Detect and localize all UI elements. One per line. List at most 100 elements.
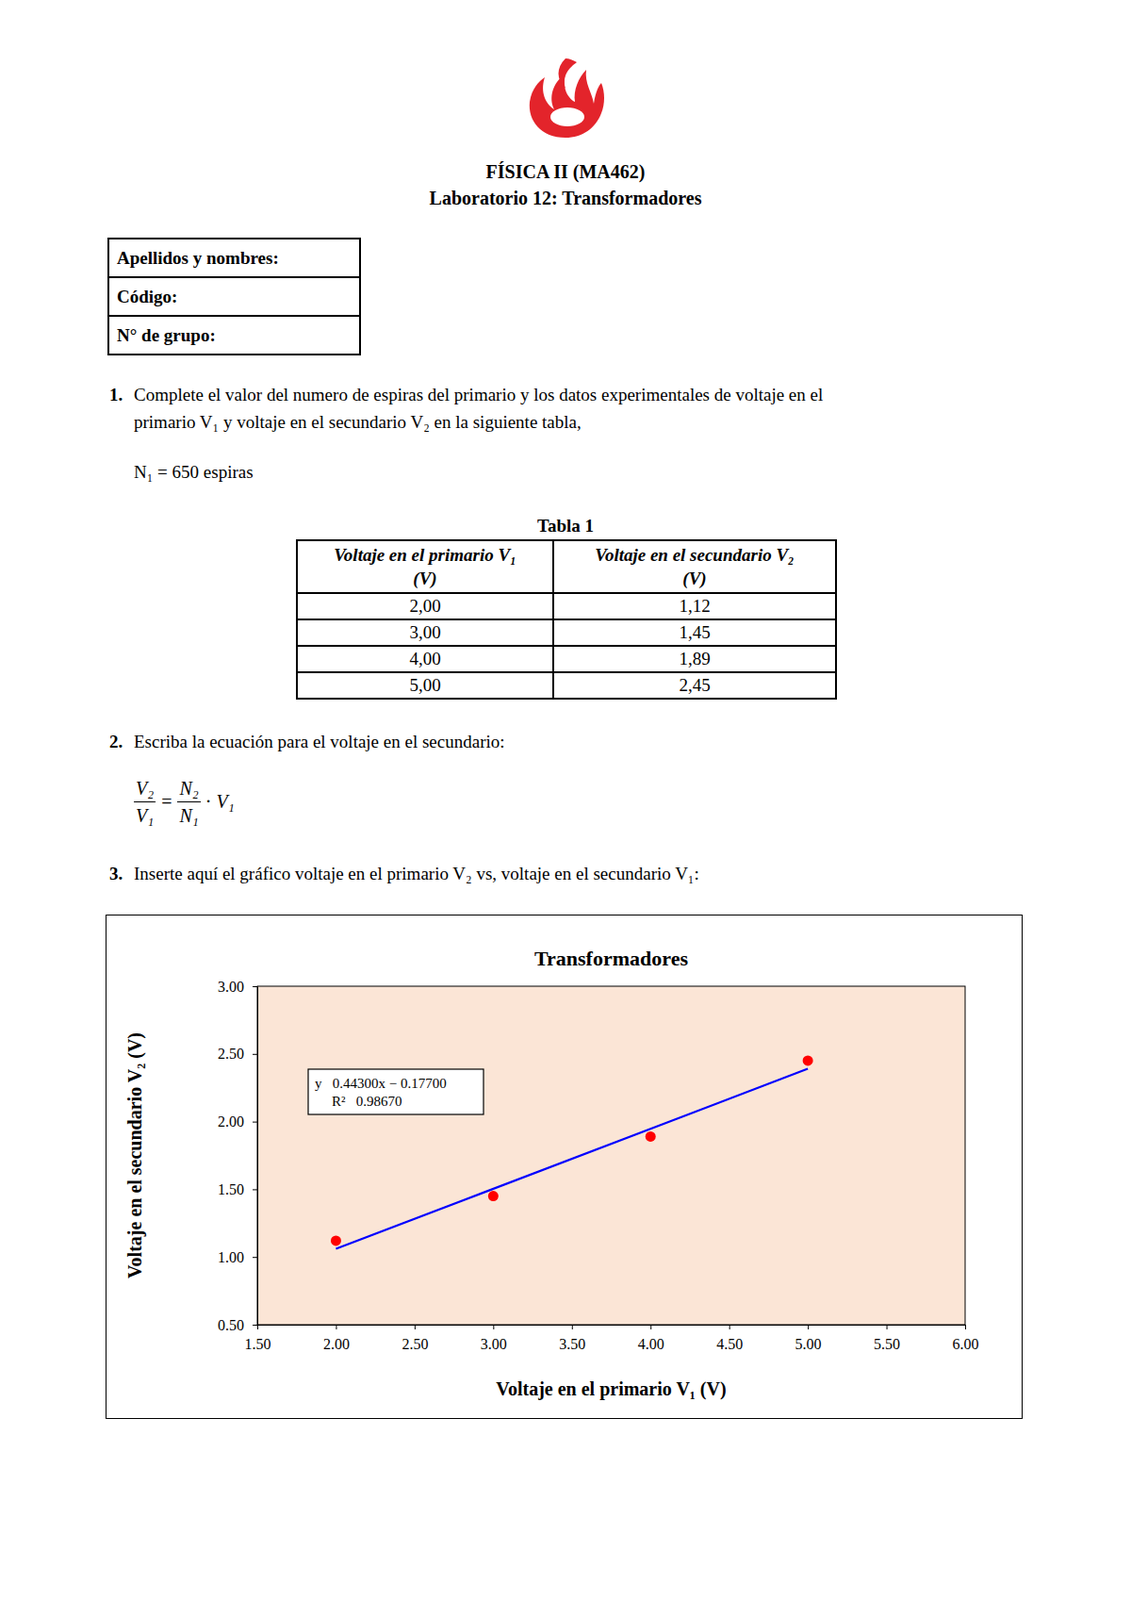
y-axis-title: Voltaje en el secundario V₂ (V) [124, 1032, 147, 1279]
x-tick-mark [650, 1324, 652, 1329]
x-tick-label: 2.50 [401, 1335, 428, 1352]
equation-factor: V₁ [215, 790, 234, 813]
y-tick: 0.50 [217, 1316, 258, 1333]
x-tick-label: 3.00 [480, 1335, 508, 1352]
table-cell-text: 5,00 [409, 674, 441, 695]
x-tick-label: 5.50 [873, 1335, 901, 1352]
equation-box-frame [308, 1068, 484, 1115]
y-tick-mark [252, 1324, 258, 1326]
table-cell: 4,00 [296, 645, 554, 673]
x-tick-mark [492, 1324, 494, 1329]
x-tick: 2.00 [323, 1324, 350, 1352]
table-header-text: (V) [554, 566, 836, 591]
x-tick-label: 1.50 [245, 1335, 272, 1352]
table-cell-text: 4,00 [409, 648, 441, 669]
chart-border [106, 915, 1023, 1419]
student-table: Apellidos y nombres: Código:N° de grupo: [107, 237, 361, 356]
y-tick-label: 1.50 [217, 1180, 245, 1197]
table-title: Tabla 1 [295, 515, 836, 537]
x-tick-label: 6.00 [952, 1335, 980, 1352]
plot-area [257, 985, 966, 1325]
question-number: 3. [109, 863, 123, 885]
times-sign: · [205, 790, 213, 813]
question-text: Escriba la ecuación para el voltaje en e… [133, 731, 506, 753]
table-header-text: (V) [297, 566, 553, 591]
fraction-denominator: N₁ [177, 802, 200, 829]
table-cell-text: 1,89 [678, 648, 710, 669]
data-table: Voltaje en el primario V₁(V)Voltaje en e… [295, 539, 837, 700]
y-tick-mark [252, 1188, 258, 1190]
x-tick: 4.50 [716, 1324, 743, 1352]
logo [524, 54, 607, 142]
table-header-text: Voltaje en el primario V₁ [297, 542, 553, 567]
y-tick-mark [252, 1053, 258, 1055]
x-tick-mark [886, 1324, 888, 1329]
table-cell: 5,00 [296, 672, 554, 699]
table-cell: 2,00 [296, 592, 554, 620]
x-tick-label: 4.50 [716, 1335, 743, 1352]
table-cell-text: 2,45 [678, 674, 710, 695]
table-cell: 2,45 [553, 672, 836, 699]
x-tick-label: 5.00 [795, 1335, 822, 1352]
student-row: Código: [109, 276, 360, 315]
question-text: Complete el valor del numero de espiras … [133, 384, 823, 406]
y-tick-mark [252, 985, 258, 987]
logo-hole [550, 107, 585, 127]
y-tick-label: 1.00 [217, 1248, 245, 1265]
annotation: R² 0.98670 [331, 1093, 403, 1109]
y-axis-line [257, 986, 259, 1326]
page: FÍSICA II (MA462)Laboratorio 12: Transfo… [0, 0, 1131, 1600]
data-point [645, 1131, 656, 1142]
x-tick-mark [414, 1324, 416, 1329]
x-tick-mark [807, 1324, 809, 1329]
x-tick: 2.50 [401, 1324, 428, 1352]
table-cell: 1,45 [553, 619, 836, 646]
fraction: V₂V₁ [133, 774, 156, 829]
x-tick-label: 3.50 [558, 1335, 586, 1352]
x-tick-mark [257, 1324, 259, 1329]
doc-title: FÍSICA II (MA462) [0, 161, 1131, 183]
question-text: Inserte aquí el gráfico voltaje en el pr… [133, 863, 700, 885]
data-point [803, 1054, 814, 1066]
question-number: 1. [109, 384, 123, 406]
x-tick-mark [335, 1324, 337, 1329]
student-row: N° de grupo: [109, 314, 360, 354]
table-row: 5,00 2,45 [296, 672, 836, 699]
data-point [488, 1190, 499, 1201]
x-tick: 1.50 [245, 1324, 272, 1352]
x-axis-title: Voltaje en el primario V₁ (V) [495, 1377, 726, 1400]
y-tick: 1.00 [217, 1248, 258, 1265]
x-tick: 5.00 [795, 1324, 822, 1352]
equals-sign: = [161, 790, 172, 813]
y-tick: 1.50 [217, 1180, 258, 1197]
chart-title: Transformadores [534, 946, 689, 970]
table-header-text: Voltaje en el secundario V₂ [554, 542, 836, 567]
logo-tip [558, 58, 578, 89]
chart: 1.502.002.503.003.504.004.505.005.506.00… [105, 914, 1023, 1419]
question-number: 2. [109, 731, 123, 753]
y-tick-label: 0.50 [217, 1316, 245, 1333]
y-axis: 0.501.001.502.002.503.00 [217, 978, 259, 1333]
student-field: Apellidos y nombres: [116, 247, 279, 268]
table-row: 2,00 1,12 [296, 592, 836, 620]
equation: V₂V₁=N₂N₁·V₁ [133, 774, 235, 829]
table-header: Voltaje en el primario V₁(V) [296, 540, 554, 593]
fraction-denominator: V₁ [133, 802, 156, 829]
table-cell-text: 2,00 [409, 595, 441, 616]
annotation: y 0.44300x − 0.17700 [314, 1075, 447, 1091]
y-tick: 2.00 [217, 1113, 258, 1130]
x-tick-label: 2.00 [323, 1335, 350, 1352]
table-cell-text: 1,45 [678, 622, 710, 642]
table-header-row: Voltaje en el primario V₁(V)Voltaje en e… [296, 540, 836, 593]
y-tick-mark [252, 1121, 258, 1123]
x-tick: 6.00 [952, 1324, 980, 1352]
table-cell-text: 1,12 [678, 595, 710, 616]
y-tick-label: 2.00 [217, 1113, 245, 1130]
x-axis-line [258, 1324, 967, 1326]
x-tick-mark [965, 1324, 967, 1329]
student-row: Apellidos y nombres: [109, 239, 360, 277]
y-tick-mark [252, 1256, 258, 1258]
x-tick: 3.00 [480, 1324, 508, 1352]
table-cell: 1,12 [553, 592, 836, 620]
x-tick: 5.50 [873, 1324, 901, 1352]
